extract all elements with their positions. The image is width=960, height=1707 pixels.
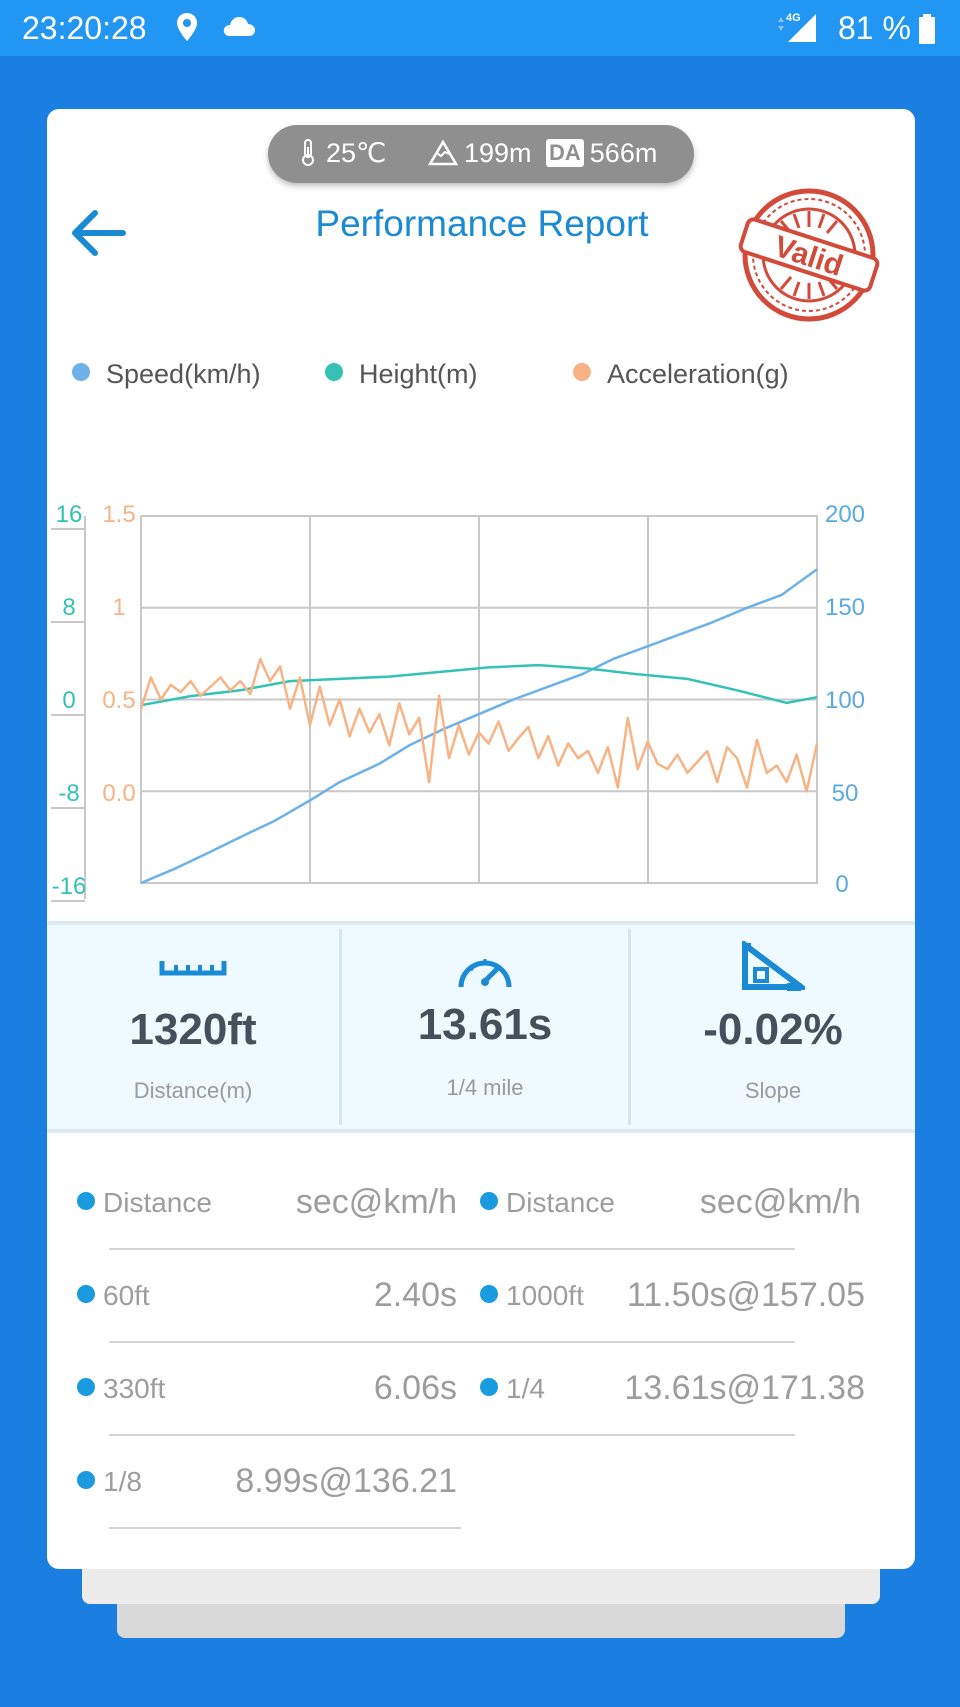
stat-slope: -0.02% Slope [631,925,915,1129]
bullet-icon [480,1285,498,1303]
slope-icon [631,939,915,998]
signal-icon: 4G [772,8,822,49]
back-button[interactable] [67,205,137,265]
stat-quarter-mile: 13.61s 1/4 mile [342,925,628,1129]
accel-axis-tick-label: 0.5 [102,687,135,714]
distance-label: 1/8 [103,1466,142,1497]
page-title: Performance Report [315,203,649,244]
density-altitude-readout: DA 566m [546,138,657,169]
stat-distance-value: 1320ft [129,1005,257,1054]
result-value: 6.06s [373,1369,457,1407]
table-header-distance-label: Distance [506,1187,615,1218]
conditions-pill: 25℃ 199m DA 566m [268,125,694,183]
legend-dot-acceleration [573,363,591,381]
accel-axis-tick-label: 0.0 [102,780,135,807]
result-value: 8.99s@136.21 [235,1462,457,1500]
bullet-icon [77,1192,95,1210]
battery-percent: 81 % [838,10,911,46]
result-value: 11.50s@157.05 [626,1276,865,1314]
table-row-distance: 1/8 [77,1466,142,1498]
legend-dot-speed [72,363,90,381]
series-line-height [140,663,818,707]
legend-item-height: Height(m) [325,359,478,390]
altitude-value: 199m [464,138,532,168]
height-axis-tick-label: -8 [58,780,79,807]
legend-item-speed: Speed(km/h) [72,359,261,390]
series-line-acceleration [139,657,819,793]
table-row-distance: 1/4 [480,1373,545,1405]
performance-chart: 16 8 0 -8 -16 1.5 1 0.5 0.0 200 150 100 50 0 [51,501,865,902]
row-divider [109,1248,795,1250]
row-divider [109,1527,461,1529]
valid-stamp: Valid [737,185,881,330]
location-icon [176,12,198,47]
temperature-value: 25℃ [326,138,387,168]
distance-label: 1000ft [506,1280,584,1311]
accel-axis-tick-label: 1.5 [102,501,135,528]
altitude-readout: 199m [427,138,532,169]
bullet-icon [480,1378,498,1396]
bullet-icon [77,1285,95,1303]
speed-axis-tick-label: 150 [825,594,865,621]
table-header-time-speed: sec@km/h [699,1183,861,1221]
height-axis-tick-label: 8 [62,594,75,621]
stat-distance-label: Distance(m) [133,1078,253,1103]
distance-label: 330ft [103,1373,166,1404]
height-axis-tick-label: -16 [52,873,87,900]
legend-dot-height [325,363,343,381]
table-row-distance: 60ft [77,1280,150,1312]
distance-label: 1/4 [506,1373,545,1404]
stat-quarter-mile-label: 1/4 mile [446,1075,524,1100]
table-header-distance-label: Distance [103,1187,212,1218]
density-altitude-badge: DA [546,139,584,167]
ruler-icon [47,947,339,992]
table-row-distance: 330ft [77,1373,165,1405]
bullet-icon [77,1378,95,1396]
table-header-time-speed: sec@km/h [295,1183,457,1221]
height-axis-tick-label: 16 [56,501,83,528]
series-line-speed [140,568,818,885]
stat-slope-label: Slope [744,1078,802,1103]
stat-divider [628,929,631,1125]
height-axis-tick-label: 0 [62,687,75,714]
legend-label-speed: Speed(km/h) [106,359,261,389]
accel-axis-tick-label: 1 [112,594,125,621]
row-divider [109,1434,795,1436]
row-divider [109,1341,795,1343]
density-altitude-value: 566m [589,138,658,168]
network-type-label: 4G [786,12,801,24]
cloud-icon [222,14,256,43]
thermometer-icon [302,139,314,166]
table-header-distance: Distance [480,1187,615,1219]
legend-item-acceleration: Acceleration(g) [573,359,789,390]
temperature-readout: 25℃ [298,138,386,169]
speed-axis-tick-label: 50 [832,780,859,807]
speed-axis-tick-label: 200 [825,501,865,528]
legend-label-height: Height(m) [359,359,478,389]
legend-label-acceleration: Acceleration(g) [607,359,789,389]
performance-report-card: 25℃ 199m DA 566m Performance Report [47,109,915,1569]
speed-axis-tick-label: 0 [835,871,848,898]
status-bar: 23:20:28 4G 81 % [0,0,960,56]
bullet-icon [77,1471,95,1489]
stat-quarter-mile-value: 13.61s [417,1000,553,1049]
stat-divider [339,929,342,1125]
speed-axis-tick-label: 100 [825,687,865,714]
table-header-distance: Distance [77,1187,212,1219]
mountain-icon [427,139,459,166]
result-value: 13.61s@171.38 [624,1369,865,1407]
bullet-icon [480,1192,498,1210]
arrow-left-icon [72,210,126,256]
result-value: 2.40s [373,1276,457,1314]
battery-icon [918,14,936,49]
stats-panel: 1320ft Distance(m) 13.61s 1/4 mile -0.02… [47,921,915,1133]
stat-slope-value: -0.02% [703,1005,843,1054]
table-row-distance: 1000ft [480,1280,584,1312]
status-time: 23:20:28 [22,10,147,46]
stat-distance: 1320ft Distance(m) [47,925,339,1129]
speedometer-icon [342,947,628,996]
distance-label: 60ft [103,1280,150,1311]
